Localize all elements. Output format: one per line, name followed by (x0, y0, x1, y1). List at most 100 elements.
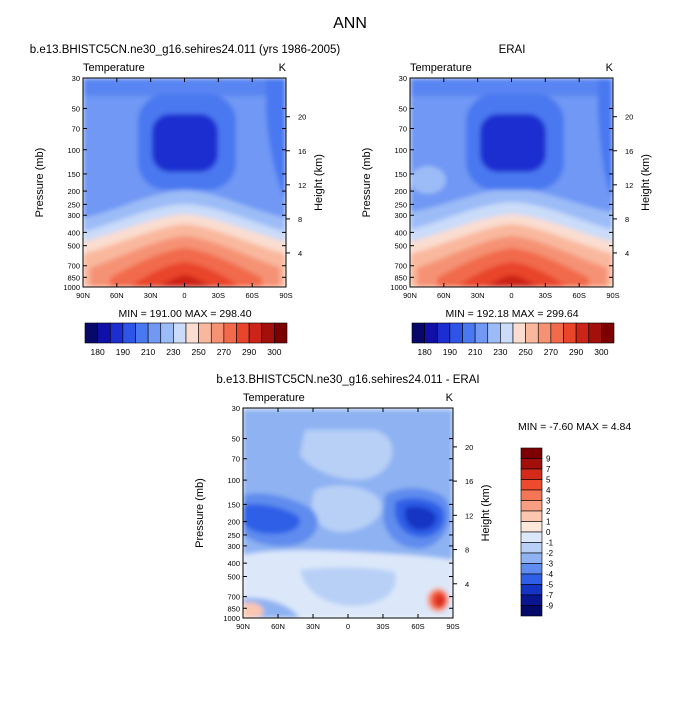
colorbar-swatch (135, 322, 149, 344)
y-tick-label: 850 (394, 273, 407, 282)
y-tick-label: 700 (67, 262, 80, 271)
colorbar-label: 0 (546, 528, 551, 537)
colorbar-swatch (520, 521, 543, 533)
x-tick-label: 90S (446, 622, 459, 631)
colorbar-swatch (520, 573, 543, 585)
y2-axis-label: Height (km) (313, 154, 325, 211)
y-tick-label: 30 (399, 74, 407, 83)
y2-tick-label: 4 (625, 249, 629, 258)
y-tick-label: 400 (394, 228, 407, 237)
contour-fill-group (243, 408, 453, 618)
contour-band (410, 166, 446, 194)
y-tick-label: 30 (232, 404, 240, 413)
y2-tick-label: 12 (625, 181, 633, 190)
stats-label: MIN = -7.60 MAX = 4.84 (518, 421, 631, 433)
y-tick-label: 500 (67, 242, 80, 251)
y-tick-label: 250 (227, 531, 240, 540)
y-tick-label: 50 (72, 104, 80, 113)
colorbar-label: 1 (546, 518, 551, 527)
colorbar-swatch (109, 322, 124, 344)
y-tick-label: 200 (227, 518, 240, 527)
colorbar-label: 270 (217, 347, 231, 357)
x-tick-label: 60S (572, 291, 585, 300)
contour-band (243, 602, 264, 618)
colorbar-label: 250 (192, 347, 206, 357)
colorbar-swatch (173, 322, 187, 344)
y-tick-label: 70 (399, 125, 407, 134)
colorbar-label: 270 (544, 347, 558, 357)
y-tick-label: 300 (227, 542, 240, 551)
colorbar-swatch (525, 322, 539, 344)
y-tick-label: 500 (227, 572, 240, 581)
colorbar-swatch (147, 322, 162, 344)
colorbar-swatch (185, 322, 199, 344)
contour-field (410, 78, 613, 287)
x-tick-label: 0 (509, 291, 513, 300)
colorbar-swatch (520, 531, 543, 543)
y-tick-label: 250 (67, 200, 80, 209)
colorbar-swatch (563, 322, 577, 344)
x-tick-label: 30S (539, 291, 552, 300)
y-tick-label: 200 (67, 187, 80, 196)
y-tick-label: 50 (232, 435, 240, 444)
colorbar-swatch (474, 322, 489, 344)
x-tick-label: 90N (236, 622, 250, 631)
y2-tick-label: 16 (625, 147, 633, 156)
panel-obs: ERAI Temperature K (361, 44, 652, 357)
colorbar-swatch (411, 322, 425, 344)
colorbar-swatch (84, 322, 98, 344)
colorbar-label: -2 (546, 549, 554, 558)
colorbar-swatch (512, 322, 526, 344)
contour-band (158, 275, 212, 287)
colorbar-swatch (520, 605, 543, 617)
y2-tick-label: 4 (465, 580, 469, 589)
colorbar-swatch (520, 563, 543, 575)
colorbar-label: -5 (546, 581, 554, 590)
y-tick-label: 150 (394, 170, 407, 179)
colorbar-swatch (236, 322, 250, 344)
y2-tick-label: 16 (298, 147, 306, 156)
y-tick-label: 1000 (223, 614, 240, 623)
y-tick-label: 500 (394, 242, 407, 251)
y-tick-label: 70 (232, 455, 240, 464)
colorbar-swatch (520, 447, 543, 459)
colorbar-swatch (436, 322, 451, 344)
variable-label: Temperature (83, 62, 145, 74)
colorbar-label: 230 (493, 347, 507, 357)
x-tick-label: 90S (279, 291, 292, 300)
contour-band (480, 114, 546, 172)
contour-field (243, 408, 453, 618)
colorbar-swatch (198, 322, 212, 344)
y2-axis-label: Height (km) (480, 485, 492, 542)
colorbar-swatch (424, 322, 438, 344)
y-tick-label: 100 (227, 476, 240, 485)
y-tick-label: 700 (227, 593, 240, 602)
colorbar-swatch (520, 552, 543, 564)
contour-band (243, 410, 453, 430)
colorbar-swatch (588, 322, 602, 344)
x-tick-label: 30S (212, 291, 225, 300)
colorbar-swatch (449, 322, 463, 344)
colorbar-swatch (520, 594, 543, 606)
colorbar-swatch (550, 322, 564, 344)
stats-label: MIN = 192.18 MAX = 299.64 (445, 308, 578, 320)
colorbar-label: -3 (546, 560, 554, 569)
colorbar-label: 2 (546, 507, 551, 516)
y-tick-label: 1000 (63, 283, 80, 292)
y2-tick-label: 20 (625, 113, 633, 122)
colorbar-swatch (520, 510, 543, 522)
colorbar-swatch (520, 489, 543, 501)
colorbar: 180 190 210 230 250 270 290 300 (411, 322, 615, 357)
y-tick-label: 150 (227, 500, 240, 509)
contour-band (152, 114, 218, 172)
colorbar-label: 5 (546, 476, 551, 485)
colorbar-swatch (261, 322, 275, 344)
colorbar-swatch (520, 542, 543, 554)
x-tick-label: 90N (403, 291, 417, 300)
colorbar-label: 7 (546, 465, 551, 474)
y-tick-label: 30 (72, 74, 80, 83)
x-tick-label: 30N (471, 291, 485, 300)
colorbar-swatch (97, 322, 111, 344)
